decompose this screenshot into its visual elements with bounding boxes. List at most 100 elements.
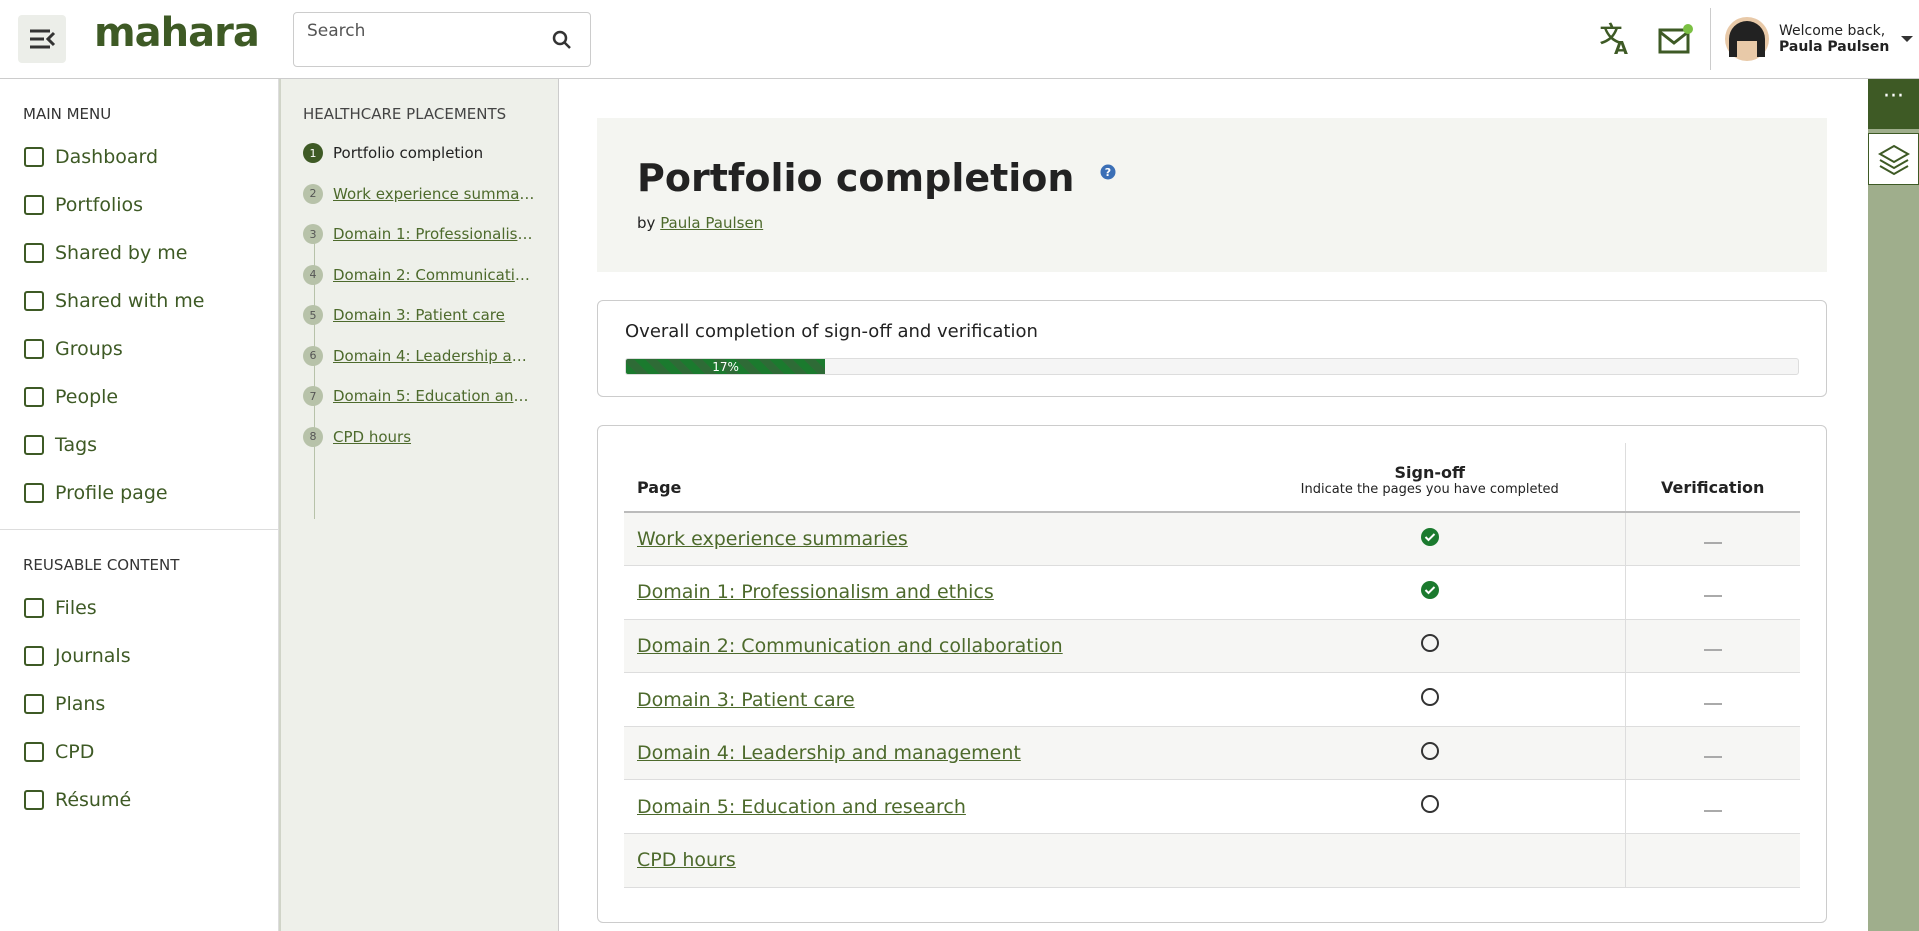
sidebar: MAIN MENU Dashboard Portfolios Shared by m… xyxy=(0,79,279,931)
menu-label: Shared by me xyxy=(55,242,188,264)
menu-label: Résumé xyxy=(55,789,132,811)
verification-cell xyxy=(1624,512,1800,567)
page-link[interactable]: Domain 3: Patient care xyxy=(637,688,855,711)
user-menu[interactable]: Welcome back, Paula Paulsen xyxy=(1710,8,1915,70)
item-number: 7 xyxy=(303,386,323,407)
progress-bar: 17% xyxy=(626,359,826,374)
item-label: Domain 3: Patient care xyxy=(333,306,505,325)
table-row: Domain 2: Communication and collaboratio… xyxy=(624,619,1800,674)
help-icon[interactable]: ? xyxy=(1100,164,1116,180)
svg-text:文: 文 xyxy=(1600,22,1623,48)
verification-na xyxy=(1703,756,1722,759)
collection-item[interactable]: 3 Domain 1: Professionalism and ethics xyxy=(303,214,536,255)
inbox-icon[interactable] xyxy=(1658,24,1694,56)
page-link[interactable]: Domain 5: Education and research xyxy=(637,795,966,818)
item-number: 2 xyxy=(303,183,323,204)
page-link[interactable]: Domain 1: Professionalism and ethics xyxy=(637,581,994,604)
item-number: 4 xyxy=(303,264,323,285)
signoff-cell xyxy=(1235,779,1625,835)
menu-item[interactable]: CPD xyxy=(0,728,278,776)
not-signed-off-icon[interactable] xyxy=(1420,633,1440,653)
verification-na xyxy=(1703,595,1722,598)
menu-item[interactable]: Portfolios xyxy=(0,181,278,229)
svg-text:?: ? xyxy=(1104,166,1110,179)
item-label: Domain 1: Professionalism and ethics xyxy=(333,225,536,244)
page-link[interactable]: Work experience summaries xyxy=(637,528,908,551)
right-rail: ··· xyxy=(1868,79,1919,931)
collection-item[interactable]: 7 Domain 5: Education and research xyxy=(303,376,536,417)
collection-item[interactable]: 5 Domain 3: Patient care xyxy=(303,295,536,336)
author-link[interactable]: Paula Paulsen xyxy=(660,214,764,232)
menu-item[interactable]: Files xyxy=(0,584,278,632)
item-label: Portfolio completion xyxy=(333,144,484,163)
not-signed-off-icon[interactable] xyxy=(1420,741,1440,761)
search-box[interactable]: Search xyxy=(293,12,591,67)
page-cell: Domain 5: Education and research xyxy=(624,779,1235,835)
page-cell: Work experience summaries xyxy=(624,512,1235,567)
language-icon[interactable]: 文A xyxy=(1598,22,1632,56)
progress-label: Overall completion of sign-off and verif… xyxy=(625,321,1038,342)
menu-item[interactable]: Plans xyxy=(0,680,278,728)
verification-cell xyxy=(1624,779,1800,835)
menu-item[interactable]: Journals xyxy=(0,632,278,680)
verification-cell xyxy=(1624,672,1800,727)
progress-track: 17% xyxy=(625,358,1799,375)
item-label: Domain 2: Communication and collaboratio… xyxy=(333,265,536,284)
signed-off-icon[interactable] xyxy=(1420,580,1440,600)
page-link[interactable]: Domain 4: Leadership and management xyxy=(637,742,1021,765)
not-signed-off-icon[interactable] xyxy=(1420,794,1440,814)
table-row: Domain 1: Professionalism and ethics xyxy=(624,565,1800,620)
collection-item[interactable]: 1 Portfolio completion xyxy=(303,133,536,174)
more-button[interactable]: ··· xyxy=(1868,79,1919,129)
item-number: 8 xyxy=(303,426,323,447)
progress-value: 17% xyxy=(712,360,739,374)
table-row: Work experience summaries xyxy=(624,512,1800,567)
menu-label: Shared with me xyxy=(55,290,205,312)
menu-label: Tags xyxy=(55,434,98,456)
menu-item[interactable]: Dashboard xyxy=(0,133,278,181)
page-cell: Domain 3: Patient care xyxy=(624,672,1235,727)
menu-item[interactable]: Groups xyxy=(0,325,278,373)
verification-cell xyxy=(1624,619,1800,674)
item-label: Domain 5: Education and research xyxy=(333,387,536,406)
signed-off-icon[interactable] xyxy=(1420,527,1440,547)
collection-item[interactable]: 8 CPD hours xyxy=(303,417,536,458)
signoff-cell xyxy=(1235,833,1625,888)
search-placeholder: Search xyxy=(307,21,366,41)
table-row: CPD hours xyxy=(624,833,1800,888)
signoff-cell xyxy=(1235,726,1625,781)
page-cell: Domain 2: Communication and collaboratio… xyxy=(624,619,1235,674)
verification-na xyxy=(1703,702,1722,705)
menu-label: Files xyxy=(55,597,97,619)
page-link[interactable]: Domain 2: Communication and collaboratio… xyxy=(637,634,1063,657)
collection-item[interactable]: 4 Domain 2: Communication and collaborati… xyxy=(303,255,536,296)
collection-item[interactable]: 2 Work experience summaries xyxy=(303,174,536,215)
page-link[interactable]: CPD hours xyxy=(637,849,736,872)
item-label: Work experience summaries xyxy=(333,184,536,203)
verification-cell xyxy=(1624,726,1800,781)
menu-label: Portfolios xyxy=(55,194,144,216)
menu-item[interactable]: People xyxy=(0,373,278,421)
menu-item[interactable]: Profile page xyxy=(0,469,278,517)
menu-item[interactable]: Shared with me xyxy=(0,277,278,325)
menu-item[interactable]: Tags xyxy=(0,421,278,469)
reusable-menu: Files Journals Plans CPD Résumé xyxy=(0,584,278,824)
menu-item[interactable]: Résumé xyxy=(0,776,278,824)
not-signed-off-icon[interactable] xyxy=(1420,687,1440,707)
menu-item[interactable]: Shared by me xyxy=(0,229,278,277)
menu-toggle[interactable] xyxy=(18,15,66,63)
welcome-text: Welcome back, xyxy=(1779,23,1886,39)
item-number: 6 xyxy=(303,345,323,366)
table-box: Page Sign-off Indicate the pages you have… xyxy=(597,425,1827,923)
col-header-hint: Indicate the pages you have completed xyxy=(1300,482,1559,497)
item-label: CPD hours xyxy=(333,427,412,446)
collection-item[interactable]: 6 Domain 4: Leadership and management xyxy=(303,336,536,377)
collection-nav: HEALTHCARE PLACEMENTS 1 Portfolio complet… xyxy=(279,79,559,931)
layers-button[interactable] xyxy=(1868,133,1919,185)
item-number: 1 xyxy=(303,143,323,164)
logo[interactable]: mahara xyxy=(94,10,260,56)
by-text: by xyxy=(637,214,656,232)
verification-na xyxy=(1703,809,1722,812)
